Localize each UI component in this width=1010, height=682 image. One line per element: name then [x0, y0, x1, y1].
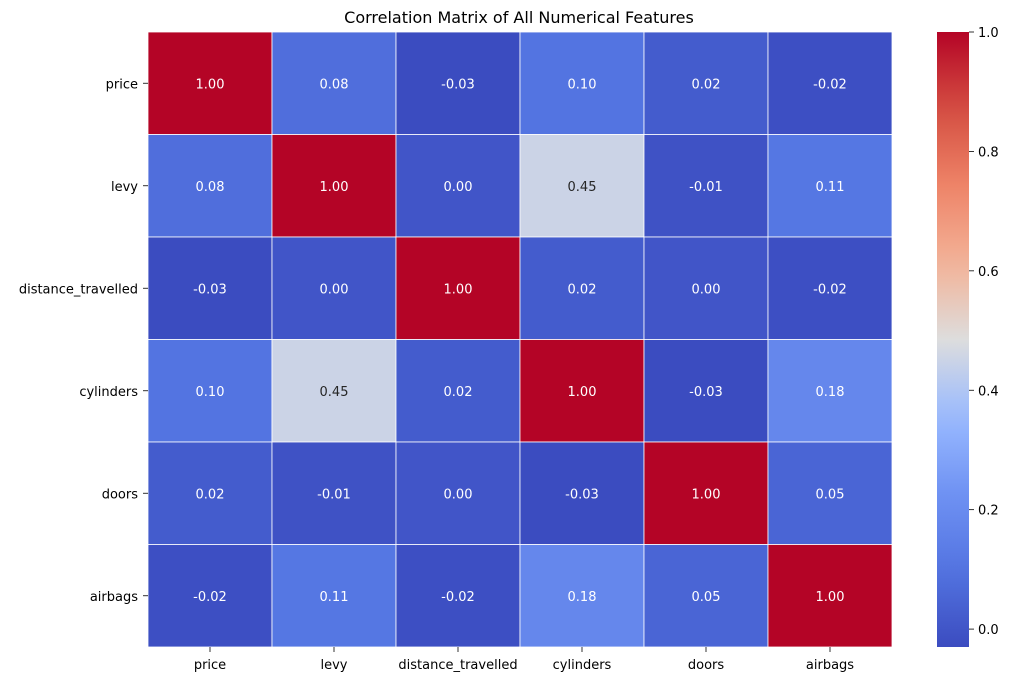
heatmap-cell — [147, 236, 273, 340]
cell-value-label: 1.00 — [320, 180, 349, 195]
column-tick-label: distance_travelled — [398, 658, 517, 673]
colorbar-gradient — [937, 32, 969, 647]
cell-value-label: 0.45 — [320, 385, 349, 400]
cell-value-label: 1.00 — [692, 487, 721, 502]
cell-value-label: 0.10 — [568, 77, 597, 92]
column-tick-label: cylinders — [553, 658, 612, 673]
colorbar-tick-label: 1.0 — [978, 26, 999, 41]
cell-value-label: 1.00 — [568, 385, 597, 400]
heatmap-cell — [767, 134, 893, 238]
heatmap-cell — [395, 441, 521, 545]
colorbar-tick-label: 0.0 — [978, 623, 999, 638]
column-tick-label: price — [194, 658, 226, 673]
row-tick-labels: price levy distance_travelled cylinders door… — [19, 77, 148, 605]
heatmap-cell — [767, 236, 893, 340]
colorbar-tick-label: 0.8 — [978, 145, 999, 160]
heatmap-cell — [519, 441, 645, 545]
cell-value-label: 0.00 — [320, 282, 349, 297]
heatmap-cell — [147, 31, 273, 135]
heatmap-cell — [519, 236, 645, 340]
cell-value-label: -0.02 — [193, 590, 227, 605]
heatmap-cell — [767, 441, 893, 545]
heatmap-cell — [271, 134, 397, 238]
row-tick-label: price — [106, 77, 138, 92]
heatmap-cell — [147, 339, 273, 443]
cell-value-label: 0.00 — [444, 180, 473, 195]
column-tick-label: doors — [688, 658, 725, 673]
row-tick-label: levy — [111, 180, 138, 195]
heatmap-cell — [643, 236, 769, 340]
heatmap-cell — [395, 339, 521, 443]
heatmap-cell — [643, 339, 769, 443]
heatmap-cell — [395, 236, 521, 340]
cell-value-label: 0.11 — [320, 590, 349, 605]
heatmap-cell — [519, 134, 645, 238]
heatmap-cell — [147, 544, 273, 648]
heatmap-cell — [395, 31, 521, 135]
cell-value-label: 0.10 — [196, 385, 225, 400]
heatmap-cell — [643, 544, 769, 648]
cell-value-label: 0.08 — [320, 77, 349, 92]
cell-value-label: -0.03 — [441, 77, 475, 92]
heatmap-cell — [643, 31, 769, 135]
cell-value-label: 1.00 — [444, 282, 473, 297]
row-tick-label: cylinders — [79, 385, 138, 400]
column-tick-labels: price levy distance_travelled cylinders door… — [194, 647, 854, 673]
colorbar: 0.0 0.2 0.4 0.6 0.8 1.0 — [937, 26, 999, 647]
cell-value-label: -0.03 — [565, 487, 599, 502]
cell-value-label: 0.02 — [692, 77, 721, 92]
colorbar-tick-label: 0.2 — [978, 504, 999, 519]
colorbar-tick-label: 0.4 — [978, 384, 999, 399]
cell-value-label: -0.03 — [689, 385, 723, 400]
row-tick-label: airbags — [90, 590, 138, 605]
cell-value-label: 0.08 — [196, 180, 225, 195]
cell-value-label: -0.01 — [317, 487, 351, 502]
heatmap-cells: 1.00 0.08 -0.03 0.10 0.02 -0.02 0.08 1.00 0.00 0.… — [147, 31, 893, 648]
heatmap-cell — [147, 441, 273, 545]
cell-value-label: 0.18 — [568, 590, 597, 605]
row-tick-label: distance_travelled — [19, 282, 138, 297]
cell-value-label: 0.00 — [444, 487, 473, 502]
heatmap-cell — [643, 441, 769, 545]
cell-value-label: 0.11 — [816, 180, 845, 195]
heatmap-cell — [767, 544, 893, 648]
chart-title: Correlation Matrix of All Numerical Feat… — [344, 8, 694, 27]
heatmap-cell — [519, 339, 645, 443]
heatmap-cell — [271, 31, 397, 135]
cell-value-label: 1.00 — [196, 77, 225, 92]
colorbar-tick-label: 0.6 — [978, 265, 999, 280]
cell-value-label: 0.02 — [444, 385, 473, 400]
cell-value-label: -0.01 — [689, 180, 723, 195]
cell-value-label: -0.03 — [193, 282, 227, 297]
cell-value-label: 0.18 — [816, 385, 845, 400]
cell-value-label: 0.05 — [816, 487, 845, 502]
cell-value-label: -0.02 — [813, 282, 847, 297]
cell-value-label: 0.00 — [692, 282, 721, 297]
cell-value-label: -0.02 — [441, 590, 475, 605]
row-tick-label: doors — [102, 487, 139, 502]
heatmap-cell — [767, 31, 893, 135]
column-tick-label: levy — [321, 658, 348, 673]
cell-value-label: 0.45 — [568, 180, 597, 195]
heatmap-cell — [271, 339, 397, 443]
heatmap-cell — [519, 544, 645, 648]
cell-value-label: 0.02 — [196, 487, 225, 502]
heatmap-cell — [767, 339, 893, 443]
cell-value-label: -0.02 — [813, 77, 847, 92]
column-tick-label: airbags — [806, 658, 854, 673]
heatmap-cell — [271, 236, 397, 340]
cell-value-label: 0.05 — [692, 590, 721, 605]
cell-value-label: 0.02 — [568, 282, 597, 297]
cell-value-label: 1.00 — [816, 590, 845, 605]
heatmap-cell — [519, 31, 645, 135]
